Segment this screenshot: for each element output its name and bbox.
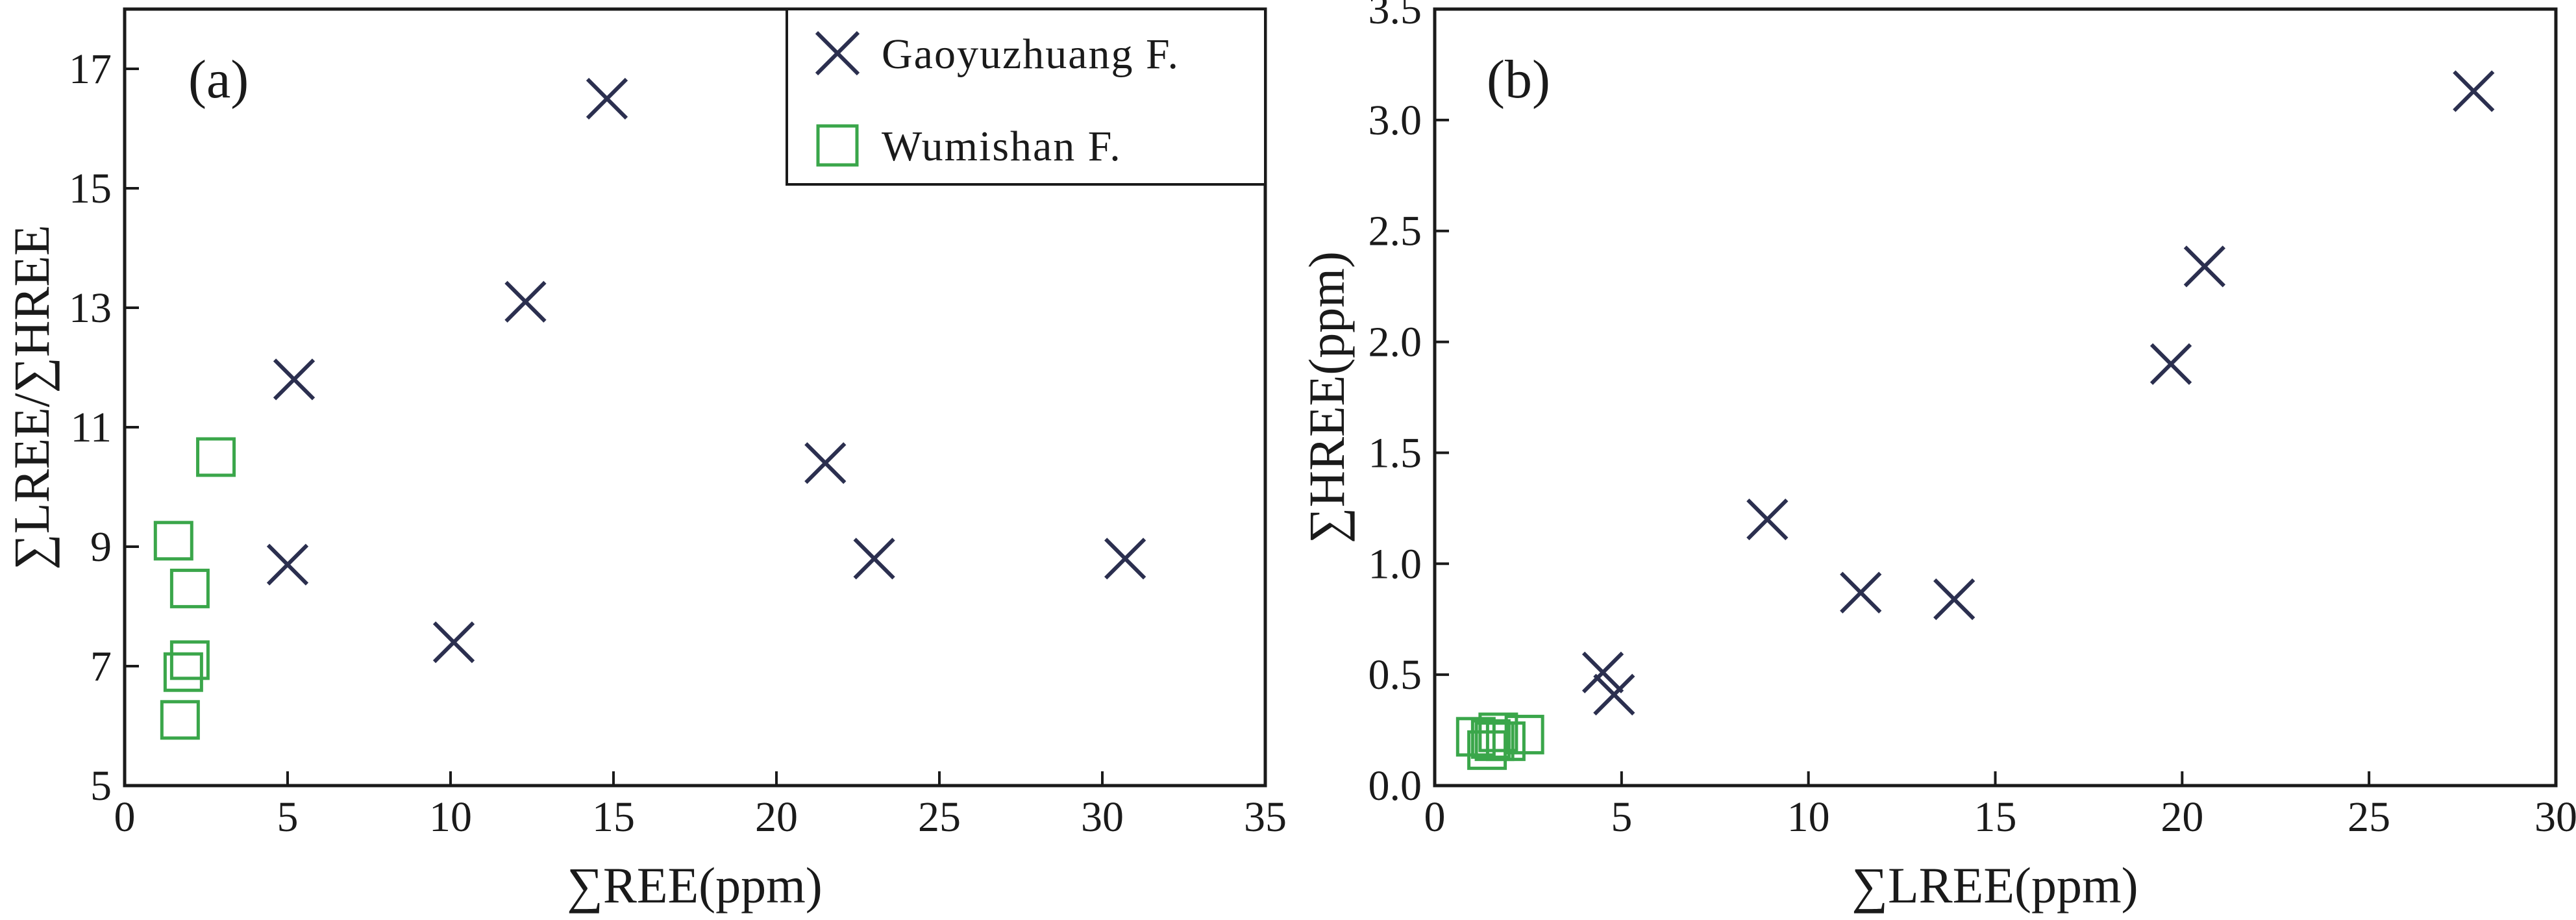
legend-label-wumishan: Wumishan F. [882, 123, 1122, 170]
gaoyuzhuang-point [2149, 343, 2192, 385]
gaoyuzhuang-point [1581, 651, 1624, 693]
y-tick-label: 17 [69, 45, 112, 93]
gaoyuzhuang-point-stroke-b [1746, 498, 1789, 541]
y-tick-label: 13 [69, 284, 112, 332]
legend-x-marker-stroke-b [815, 31, 860, 76]
wumishan-point [196, 437, 236, 477]
plot-area-frame [1433, 7, 2558, 788]
x-tick-label: 20 [755, 793, 798, 841]
gaoyuzhuang-point-stroke-b [1581, 651, 1624, 693]
gaoyuzhuang-point-stroke-b [804, 442, 847, 484]
x-tick-label: 0 [1424, 793, 1446, 841]
y-axis-label: ∑LREE/∑HREE [3, 225, 60, 570]
wumishan-point [1474, 721, 1515, 762]
panel-label: (b) [1487, 49, 1550, 110]
x-tick-label: 35 [1244, 793, 1287, 841]
gaoyuzhuang-point [804, 442, 847, 484]
y-tick-label: 9 [90, 523, 112, 571]
legend-square-marker [816, 124, 859, 167]
y-tick-label: 1.0 [1368, 540, 1422, 588]
gaoyuzhuang-point [266, 543, 309, 586]
gaoyuzhuang-point [853, 538, 895, 580]
x-tick-label: 20 [2161, 793, 2203, 841]
mark-group [153, 77, 1146, 740]
x-tick-label: 30 [1081, 793, 1124, 841]
y-tick-label: 5 [90, 762, 112, 810]
gaoyuzhuang-point-stroke-b [1840, 571, 1882, 614]
panel-label: (a) [188, 49, 249, 110]
y-tick-label: 3.0 [1368, 97, 1422, 144]
gaoyuzhuang-point [1933, 578, 1975, 621]
mark-group [1455, 70, 2495, 770]
x-tick-label: 0 [114, 793, 136, 841]
x-tick-label: 5 [1611, 793, 1632, 841]
panel-b: 0 5 10 15 20 25 30 0.0 0.5 1.0 1.5 2.0 2.5 3.0 3.5 (b)… [1298, 0, 2576, 914]
gaoyuzhuang-point [504, 280, 547, 323]
y-tick-label: 11 [70, 404, 112, 451]
gaoyuzhuang-point-stroke-b [266, 543, 309, 586]
wumishan-point [160, 700, 200, 740]
x-tick-label: 30 [2534, 793, 2576, 841]
x-tick-label: 15 [592, 793, 635, 841]
gaoyuzhuang-point [2453, 70, 2495, 112]
plot-area-frame [123, 7, 1267, 788]
gaoyuzhuang-point-stroke-b [586, 77, 628, 120]
legend-marker-gaoyuzhuang [815, 31, 860, 76]
y-axis-label: ∑HREE(ppm) [1298, 251, 1355, 543]
tick-group: 0 5 10 15 20 25 30 0.0 0.5 1.0 1.5 2.0 2.5 3.0 3.5 [1368, 0, 2576, 841]
legend: Gaoyuzhuang F. Wumishan F. [786, 8, 1267, 186]
gaoyuzhuang-point-stroke-b [1104, 538, 1146, 580]
y-tick-label: 3.5 [1368, 0, 1422, 33]
gaoyuzhuang-point [432, 621, 475, 664]
gaoyuzhuang-point-stroke-b [432, 621, 475, 664]
wumishan-point [1470, 719, 1511, 759]
gaoyuzhuang-point-stroke-b [853, 538, 895, 580]
gaoyuzhuang-point-stroke-b [1593, 673, 1635, 716]
y-tick-label: 1.5 [1368, 429, 1422, 477]
gaoyuzhuang-point-stroke-b [2453, 70, 2495, 112]
gaoyuzhuang-point-stroke-b [2149, 343, 2192, 385]
wumishan-point [1504, 714, 1544, 754]
x-tick-label: 10 [1787, 793, 1830, 841]
y-tick-label: 7 [90, 643, 112, 690]
y-tick-label: 15 [69, 165, 112, 212]
wumishan-point [163, 652, 203, 692]
wumishan-point [169, 640, 210, 680]
x-tick-label: 15 [1974, 793, 2017, 841]
gaoyuzhuang-point [1593, 673, 1635, 716]
gaoyuzhuang-point [586, 77, 628, 120]
x-tick-label: 25 [2347, 793, 2390, 841]
wumishan-point [153, 521, 193, 561]
legend-x-marker [815, 31, 860, 76]
legend-box [786, 8, 1267, 186]
y-tick-label: 0.0 [1368, 762, 1422, 810]
legend-marker-wumishan [816, 124, 859, 167]
wumishan-point [169, 568, 210, 608]
gaoyuzhuang-point-stroke-b [273, 358, 316, 401]
x-axis-label: ∑LREE(ppm) [1852, 857, 2138, 914]
y-tick-label: 2.0 [1368, 319, 1422, 366]
y-tick-label: 2.5 [1368, 208, 1422, 255]
gaoyuzhuang-point-stroke-b [2183, 245, 2225, 288]
gaoyuzhuang-point-stroke-b [1933, 578, 1975, 621]
gaoyuzhuang-point [2183, 245, 2225, 288]
legend-label-gaoyuzhuang: Gaoyuzhuang F. [882, 31, 1180, 78]
gaoyuzhuang-point [1746, 498, 1789, 541]
x-axis-label: ∑REE(ppm) [567, 857, 823, 914]
x-tick-label: 10 [429, 793, 472, 841]
gaoyuzhuang-point [273, 358, 316, 401]
gaoyuzhuang-point-stroke-b [504, 280, 547, 323]
gaoyuzhuang-point [1104, 538, 1146, 580]
x-tick-label: 5 [277, 793, 299, 841]
y-tick-label: 0.5 [1368, 651, 1422, 699]
x-tick-label: 25 [918, 793, 961, 841]
gaoyuzhuang-point [1840, 571, 1882, 614]
